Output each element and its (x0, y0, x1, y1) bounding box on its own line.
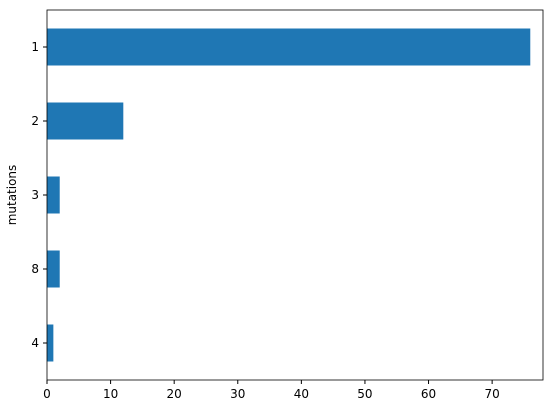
x-tick-label: 0 (43, 387, 51, 401)
y-axis-label: mutations (5, 165, 19, 226)
bar (47, 28, 531, 66)
bar (47, 324, 54, 362)
y-tick-label: 2 (31, 114, 39, 128)
x-tick-label: 60 (421, 387, 436, 401)
y-tick-label: 4 (31, 336, 39, 350)
axes-frame (46, 9, 544, 381)
bar (47, 250, 60, 288)
x-tick-label: 70 (484, 387, 499, 401)
x-tick-label: 40 (294, 387, 309, 401)
x-tick-label: 10 (103, 387, 118, 401)
bar (47, 102, 124, 140)
x-tick-label: 20 (167, 387, 182, 401)
bar (47, 176, 60, 214)
y-tick-label: 3 (31, 188, 39, 202)
y-tick-label: 8 (31, 262, 39, 276)
x-tick-label: 50 (357, 387, 372, 401)
y-tick-label: 1 (31, 40, 39, 54)
x-tick-label: 30 (230, 387, 245, 401)
